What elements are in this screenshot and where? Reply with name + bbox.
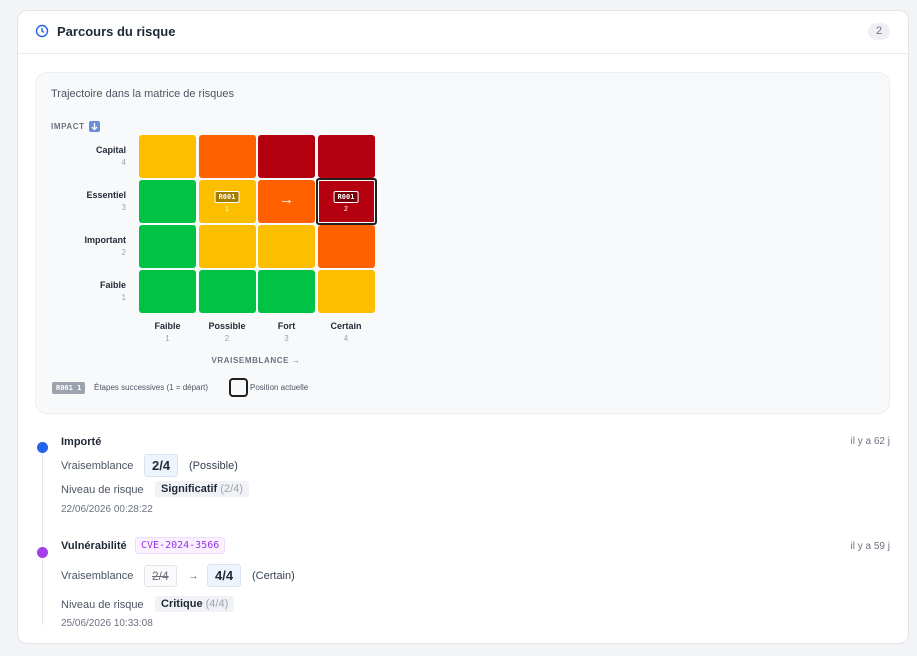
- col-num: 4: [343, 334, 349, 343]
- event-title: Importé: [61, 436, 102, 448]
- matrix-cell: [258, 270, 315, 313]
- row-num: 2: [121, 248, 126, 257]
- matrix-cell: [139, 135, 196, 178]
- event-date: 25/06/2026 10:33:08: [61, 618, 153, 629]
- matrix-cell: [139, 270, 196, 313]
- matrix-cell: [139, 180, 196, 223]
- header-count: 2: [868, 23, 890, 40]
- row-num: 4: [121, 158, 126, 167]
- impact-label: IMPACT: [51, 122, 85, 131]
- likelihood-label: Vraisemblance: [61, 570, 134, 582]
- matrix-cell: [198, 225, 256, 268]
- event-title: Vulnérabilité: [61, 540, 127, 552]
- matrix-cell: [317, 135, 375, 178]
- likelihood-text: (Certain): [252, 570, 295, 582]
- col-num: 1: [165, 334, 170, 343]
- col-label: Certain: [330, 321, 362, 331]
- timeline-dot: [37, 547, 48, 558]
- col-label: Possible: [208, 321, 246, 331]
- clock-icon: [35, 24, 49, 38]
- matrix-cell: R001 2: [315, 178, 377, 225]
- risk-label: Niveau de risque: [61, 599, 144, 611]
- likelihood-old: 2/4: [144, 565, 177, 587]
- col-label: Fort: [277, 321, 296, 331]
- matrix-title: Trajectoire dans la matrice de risques: [51, 88, 235, 100]
- risk-score: (4/4): [205, 598, 229, 610]
- row-label: Capital: [95, 145, 126, 155]
- header-title: Parcours du risque: [57, 24, 176, 39]
- col-label: Faible: [154, 321, 181, 331]
- legend-chip: R001 1: [52, 382, 86, 394]
- row-label: Important: [84, 235, 127, 245]
- marker-code: R001: [333, 191, 359, 203]
- risk-label: Niveau de risque: [61, 484, 144, 496]
- row-num: 1: [121, 293, 126, 302]
- timeline-dot: [37, 442, 48, 453]
- trajectory-arrow: →: [279, 191, 294, 208]
- legend-steps: Étapes successives (1 = départ): [94, 383, 209, 392]
- x-axis-label: VRAISEMBLANCE →: [211, 356, 301, 365]
- matrix-cell: R001 1: [198, 180, 256, 223]
- risk-value: Critique: [161, 598, 203, 610]
- likelihood-label: Vraisemblance: [61, 460, 134, 472]
- risk-score: (2/4): [220, 483, 243, 495]
- matrix-cell: [258, 135, 315, 178]
- likelihood-value: 4/4: [207, 564, 242, 587]
- timeline-line: [42, 445, 43, 625]
- risk-value: Significatif: [161, 483, 218, 495]
- legend-current: Position actuelle: [250, 383, 309, 392]
- row-num: 3: [121, 203, 126, 212]
- row-label: Faible: [99, 280, 126, 290]
- event-date: 22/06/2026 00:28:22: [61, 504, 153, 515]
- risk-badge: Significatif (2/4): [155, 481, 249, 497]
- matrix-cell: [198, 135, 256, 178]
- row-label: Essentiel: [86, 190, 126, 200]
- matrix-cell: [317, 270, 375, 313]
- event-ago: il y a 59 j: [850, 541, 890, 552]
- marker-code: R001: [214, 191, 240, 203]
- legend-current-box: [229, 378, 248, 397]
- event-ago: il y a 62 j: [850, 436, 890, 447]
- matrix-cell: [198, 270, 256, 313]
- matrix-cell: [317, 225, 375, 268]
- likelihood-arrow: →: [188, 570, 199, 582]
- event-tag: CVE-2024-3566: [135, 537, 226, 554]
- matrix-cell: →: [258, 180, 315, 223]
- legend-chip-step: 1: [77, 384, 82, 392]
- header-divider: [18, 53, 908, 54]
- col-num: 2: [224, 334, 230, 343]
- impact-icon: [89, 121, 100, 132]
- matrix-cell: [258, 225, 315, 268]
- marker-step: 2: [344, 206, 348, 213]
- risk-badge: Critique (4/4): [155, 596, 235, 612]
- likelihood-value: 2/4: [144, 454, 179, 477]
- legend-chip-code: R001: [56, 384, 73, 392]
- matrix-cell: [139, 225, 196, 268]
- likelihood-text: (Possible): [189, 460, 238, 472]
- marker-step: 1: [225, 206, 229, 213]
- col-num: 3: [284, 334, 289, 343]
